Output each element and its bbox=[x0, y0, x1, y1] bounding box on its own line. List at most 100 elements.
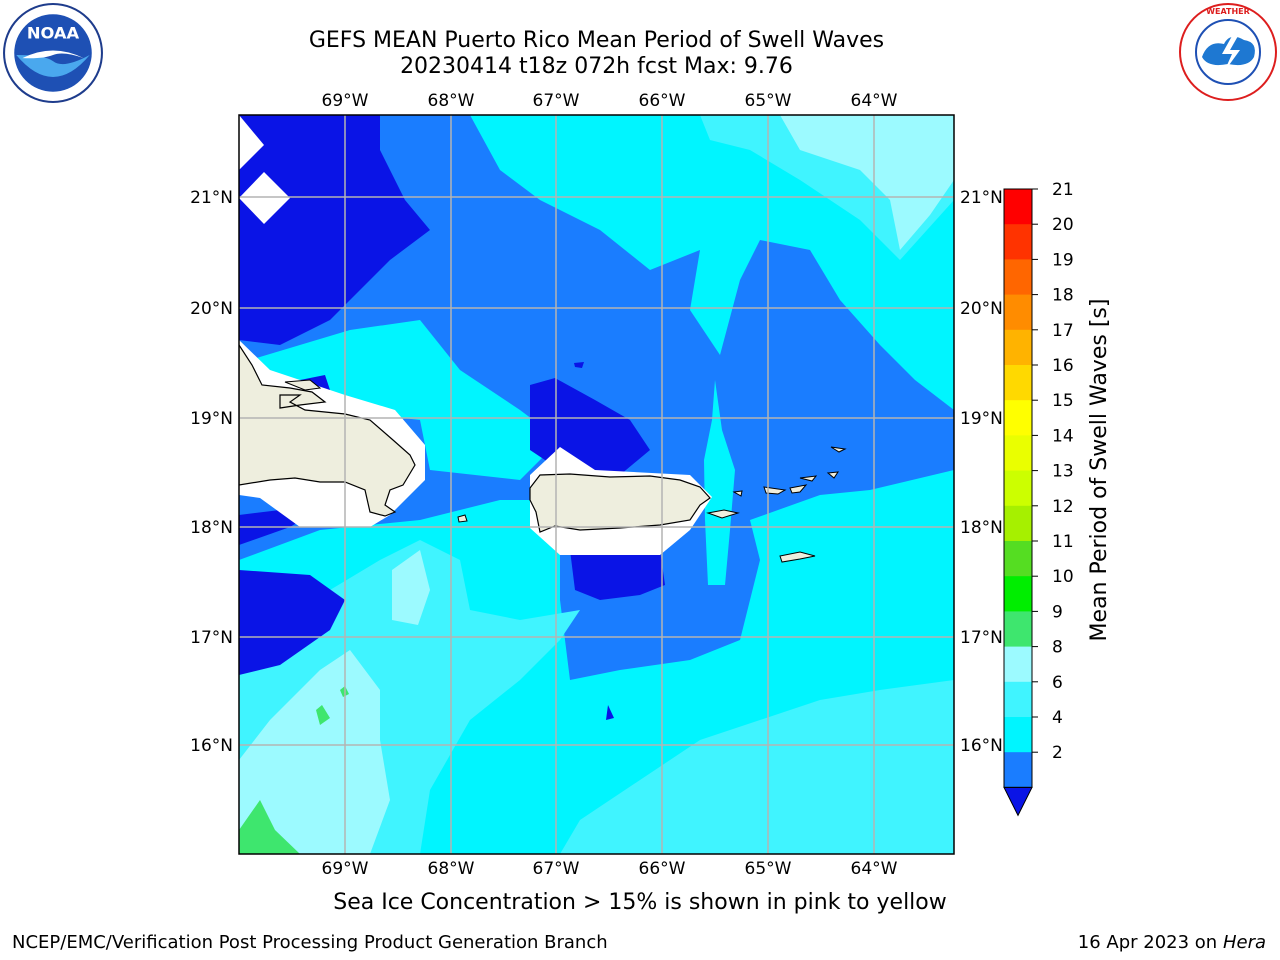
colorbar-segment bbox=[1004, 259, 1032, 296]
contour-2-4s bbox=[574, 362, 584, 368]
land-mask bbox=[239, 172, 290, 224]
lon-label-top: 69°W bbox=[322, 91, 369, 111]
colorbar: 21 20 19 18 17 16 15 14 13 12 11 10 9 8 6 4 2 bbox=[1003, 180, 1074, 817]
island bbox=[779, 551, 816, 563]
island bbox=[799, 475, 818, 482]
map-frame bbox=[238, 114, 955, 855]
island bbox=[706, 509, 740, 519]
lon-label-top: 66°W bbox=[639, 91, 686, 111]
lat-label-right: 17°N bbox=[960, 628, 1003, 648]
colorbar-tick-label: 8 bbox=[1052, 638, 1063, 658]
lat-label-left: 18°N bbox=[190, 518, 233, 538]
colorbar-segment bbox=[1004, 505, 1032, 542]
lat-label-left: 19°N bbox=[190, 409, 233, 429]
colorbar-tick-label: 16 bbox=[1052, 356, 1074, 376]
lat-label-right: 16°N bbox=[960, 736, 1003, 756]
hispaniola-land bbox=[239, 343, 416, 517]
colorbar-segment bbox=[1004, 752, 1032, 788]
sea-ice-note: Sea Ice Concentration > 15% is shown in … bbox=[333, 890, 947, 915]
colorbar-segment bbox=[1004, 435, 1032, 472]
footer-host: Hera bbox=[1222, 932, 1266, 953]
colorbar-segment bbox=[1004, 365, 1032, 401]
colorbar-tick-label: 6 bbox=[1052, 673, 1063, 693]
contour-2-4s bbox=[606, 705, 614, 720]
colorbar-segment bbox=[1004, 717, 1032, 753]
colorbar-tick-label: 18 bbox=[1052, 286, 1074, 306]
lon-label-top: 67°W bbox=[533, 91, 580, 111]
colorbar-tick-label: 14 bbox=[1052, 426, 1074, 446]
lon-label-top: 65°W bbox=[745, 91, 792, 111]
island bbox=[732, 490, 743, 497]
contour-2-4s bbox=[570, 550, 665, 600]
footer-date-text: 16 Apr 2023 on bbox=[1077, 932, 1218, 953]
colorbar-tick-label: 13 bbox=[1052, 462, 1074, 482]
lon-label-bottom: 67°W bbox=[533, 859, 580, 879]
chart-title: GEFS MEAN Puerto Rico Mean Period of Swe… bbox=[308, 28, 885, 53]
colorbar-tick-label: 21 bbox=[1052, 180, 1074, 200]
noaa-logo-icon: NOAA bbox=[3, 3, 103, 103]
lat-label-right: 18°N bbox=[960, 518, 1003, 538]
colorbar-tick-label: 19 bbox=[1052, 250, 1074, 270]
lat-label-right: 19°N bbox=[960, 409, 1003, 429]
lon-label-bottom: 68°W bbox=[428, 859, 475, 879]
contour-6-8s bbox=[250, 320, 560, 480]
colorbar-segment bbox=[1004, 294, 1032, 331]
contour-10-11s bbox=[316, 705, 330, 725]
footer-credit: NCEP/EMC/Verification Post Processing Pr… bbox=[12, 932, 608, 953]
colorbar-segment bbox=[1004, 400, 1032, 436]
contour-6-8s bbox=[704, 380, 735, 585]
nws-logo-icon: WEATHER bbox=[1179, 3, 1277, 101]
island bbox=[284, 379, 322, 391]
colorbar-tick-label: 17 bbox=[1052, 321, 1074, 341]
lat-label-right: 21°N bbox=[960, 188, 1003, 208]
lat-label-right: 20°N bbox=[960, 299, 1003, 319]
colorbar-tick-label: 9 bbox=[1052, 602, 1063, 622]
colorbar-segment bbox=[1004, 576, 1032, 612]
colorbar-segment bbox=[1004, 470, 1032, 507]
footer-date: 16 Apr 2023 on Hera bbox=[1078, 932, 1266, 953]
colorbar-segment bbox=[1004, 646, 1032, 683]
chart-subtitle: 20230414 t18z 072h fcst Max: 9.76 bbox=[400, 54, 793, 79]
graticule bbox=[239, 115, 954, 854]
island bbox=[457, 514, 468, 523]
colorbar-tick-label: 11 bbox=[1052, 532, 1074, 552]
contour-10-11s bbox=[239, 800, 300, 854]
colorbar-tick-label: 10 bbox=[1052, 567, 1074, 587]
lat-label-left: 21°N bbox=[190, 188, 233, 208]
colorbar-underflow-arrow bbox=[1003, 786, 1033, 817]
island bbox=[763, 486, 787, 495]
island bbox=[789, 484, 808, 494]
colorbar-frame bbox=[1003, 188, 1033, 788]
contour-2-4s bbox=[239, 115, 430, 345]
colorbar-tick-label: 2 bbox=[1052, 743, 1063, 763]
colorbar-segment bbox=[1004, 611, 1032, 648]
contour-8-9s bbox=[560, 680, 954, 854]
svg-text:NOAA: NOAA bbox=[27, 24, 80, 43]
colorbar-tick-label: 12 bbox=[1052, 497, 1074, 517]
land-mask bbox=[239, 115, 264, 170]
colorbar-tick-label: 4 bbox=[1052, 708, 1063, 728]
lat-label-left: 20°N bbox=[190, 299, 233, 319]
contour-9-10s bbox=[239, 650, 390, 854]
swell-period-field bbox=[239, 115, 954, 854]
contour-9-10s bbox=[780, 115, 954, 250]
island bbox=[830, 446, 847, 453]
lon-label-bottom: 69°W bbox=[322, 859, 369, 879]
colorbar-segment bbox=[1004, 541, 1032, 577]
contour-2-4s bbox=[239, 570, 345, 675]
lon-label-top: 64°W bbox=[851, 91, 898, 111]
colorbar-tick-label: 20 bbox=[1052, 215, 1074, 235]
colorbar-tick-label: 15 bbox=[1052, 391, 1074, 411]
svg-text:WEATHER: WEATHER bbox=[1206, 7, 1250, 16]
contour-9-10s bbox=[392, 550, 430, 625]
colorbar-segment bbox=[1004, 329, 1032, 366]
lat-label-left: 16°N bbox=[190, 736, 233, 756]
lon-label-top: 68°W bbox=[428, 91, 475, 111]
lon-label-bottom: 64°W bbox=[851, 859, 898, 879]
colorbar-segment bbox=[1004, 224, 1032, 260]
lon-label-bottom: 66°W bbox=[639, 859, 686, 879]
lon-label-bottom: 65°W bbox=[745, 859, 792, 879]
island bbox=[826, 471, 840, 479]
colorbar-title: Mean Period of Swell Waves [s] bbox=[1087, 299, 1112, 642]
